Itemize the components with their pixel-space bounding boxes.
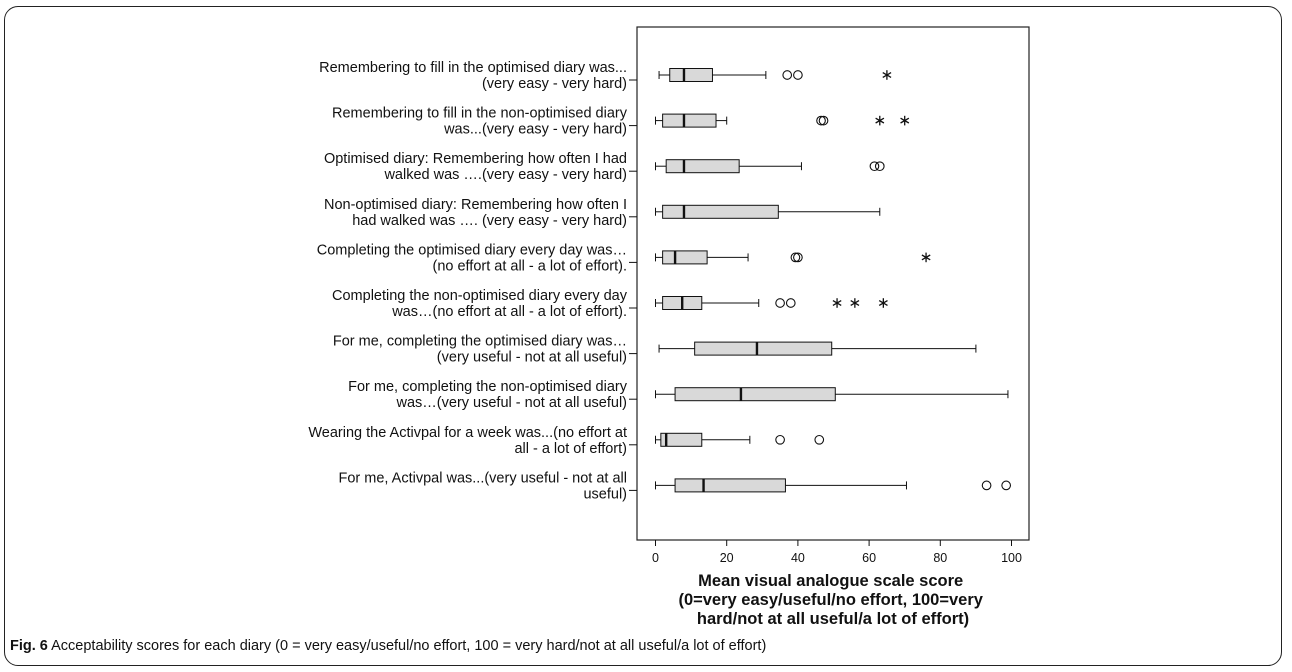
- extreme-point: [900, 115, 910, 126]
- category-label: For me, Activpal was...(very useful - no…: [339, 470, 628, 502]
- outlier-point: [816, 115, 826, 126]
- extreme-point-stroke: [878, 300, 888, 306]
- boxplot-chart: Remembering to fill in the optimised dia…: [308, 26, 1030, 628]
- extreme-point: [882, 70, 892, 80]
- category-label-line: Remembering to fill in the non-optimised…: [332, 106, 628, 122]
- category-label-line: useful): [583, 486, 627, 502]
- outlier-point: [814, 434, 825, 445]
- figure-label: Fig. 6: [10, 638, 48, 654]
- outlier-point: [793, 252, 803, 263]
- outlier-point: [775, 298, 785, 308]
- category-label: Wearing the Activpal for a week was...(n…: [308, 425, 627, 457]
- category-label-line: Completing the non-optimised diary every…: [332, 288, 628, 304]
- extreme-point-stroke: [921, 254, 931, 261]
- iqr-box: [674, 387, 836, 402]
- boxplot-row: Completing the non-optimised diary every…: [332, 288, 888, 320]
- outlier-point: [874, 161, 885, 172]
- iqr-box: [694, 341, 833, 356]
- outlier-point: [782, 70, 793, 80]
- boxplot-rows: Remembering to fill in the optimised dia…: [308, 60, 1012, 502]
- category-label: Remembering to fill in the non-optimised…: [332, 106, 628, 138]
- x-tick-label: 40: [791, 551, 805, 565]
- category-label: Remembering to fill in the optimised dia…: [319, 60, 627, 92]
- category-label-line: For me, completing the optimised diary w…: [333, 334, 627, 350]
- category-label: For me, completing the optimised diary w…: [333, 334, 627, 366]
- outlier-point: [869, 161, 880, 172]
- boxplot-row: Wearing the Activpal for a week was...(n…: [308, 425, 825, 457]
- category-label-line: (no effort at all - a lot of effort).: [432, 258, 627, 274]
- iqr-box: [660, 432, 703, 447]
- extreme-point: [832, 298, 842, 308]
- boxplot-row: For me, completing the non-optimised dia…: [348, 379, 1009, 411]
- boxplot-row: For me, Activpal was...(very useful - no…: [339, 470, 1012, 502]
- category-label-line: walked was ….(very easy - very hard): [383, 167, 627, 183]
- category-label: Completing the non-optimised diary every…: [332, 288, 628, 320]
- figure-frame: [4, 6, 1282, 666]
- iqr-box: [662, 250, 708, 265]
- outlier-point: [785, 298, 796, 308]
- x-tick-label: 100: [1001, 551, 1022, 565]
- category-label-line: was…(very useful - not at all useful): [396, 395, 627, 411]
- category-label: Completing the optimised diary every day…: [317, 242, 627, 274]
- category-label-line: was...(very easy - very hard): [443, 122, 627, 138]
- extreme-point-stroke: [900, 117, 910, 124]
- iqr-box: [662, 204, 779, 219]
- extreme-point-stroke: [875, 117, 885, 124]
- boxplot-row: For me, completing the optimised diary w…: [333, 334, 977, 366]
- extreme-point: [875, 115, 885, 126]
- category-label-line: Remembering to fill in the optimised dia…: [319, 60, 627, 76]
- extreme-point: [921, 252, 931, 263]
- x-axis-title-line-1: Mean visual analogue scale score: [698, 572, 963, 590]
- x-axis-title-line-3: hard/not at all useful/a lot of effort): [697, 610, 969, 628]
- outlier-point: [981, 480, 992, 491]
- category-label-line: had walked was …. (very easy - very hard…: [352, 213, 627, 229]
- iqr-box: [674, 478, 786, 493]
- category-label: Non-optimised diary: Remembering how oft…: [324, 197, 627, 229]
- category-label-line: For me, Activpal was...(very useful - no…: [339, 470, 628, 486]
- outlier-point: [775, 434, 785, 445]
- iqr-box: [662, 113, 717, 128]
- category-label-line: was…(no effort at all - a lot of effort)…: [391, 304, 627, 320]
- outlier-point: [793, 70, 803, 80]
- category-label-line: Non-optimised diary: Remembering how oft…: [324, 197, 627, 213]
- figure-caption: Fig. 6 Acceptability scores for each dia…: [10, 638, 766, 654]
- caption-text: Acceptability scores for each diary (0 =…: [51, 638, 767, 654]
- plot-area: [636, 26, 1030, 541]
- outlier-point: [790, 252, 801, 263]
- boxplot-row: Optimised diary: Remembering how often I…: [324, 151, 885, 183]
- extreme-point: [850, 298, 860, 308]
- category-label-line: Wearing the Activpal for a week was...(n…: [308, 425, 627, 441]
- extreme-point-stroke: [832, 300, 842, 306]
- x-axis-title: Mean visual analogue scale score (0=very…: [678, 572, 987, 628]
- x-axis-title-line-2: (0=very easy/useful/no effort, 100=very: [678, 591, 983, 609]
- category-label-line: (very easy - very hard): [482, 76, 627, 92]
- x-tick-label: 80: [933, 551, 947, 565]
- x-tick-label: 0: [652, 551, 659, 565]
- x-tick-label: 20: [720, 551, 734, 565]
- outlier-point: [1001, 480, 1012, 491]
- x-tick-label: 60: [862, 551, 876, 565]
- extreme-point-stroke: [850, 300, 860, 306]
- boxplot-row: Completing the optimised diary every day…: [317, 242, 931, 274]
- outlier-point: [818, 115, 829, 126]
- boxplot-row: Remembering to fill in the non-optimised…: [332, 106, 910, 138]
- iqr-box: [669, 68, 713, 82]
- extreme-point-stroke: [882, 72, 892, 78]
- boxplot-row: Remembering to fill in the optimised dia…: [319, 60, 892, 92]
- category-label-line: Optimised diary: Remembering how often I…: [324, 151, 627, 167]
- category-label-line: For me, completing the non-optimised dia…: [348, 379, 628, 395]
- category-label-line: all - a lot of effort): [514, 441, 627, 457]
- x-axis: 0 20 40 60 80 100: [652, 540, 1022, 565]
- boxplot-row: Non-optimised diary: Remembering how oft…: [324, 197, 881, 229]
- category-label: Optimised diary: Remembering how often I…: [324, 151, 627, 183]
- category-label-line: Completing the optimised diary every day…: [317, 242, 627, 258]
- category-label-line: (very useful - not at all useful): [437, 350, 627, 366]
- category-label: For me, completing the non-optimised dia…: [348, 379, 628, 411]
- extreme-point: [878, 298, 888, 308]
- iqr-box: [665, 159, 740, 174]
